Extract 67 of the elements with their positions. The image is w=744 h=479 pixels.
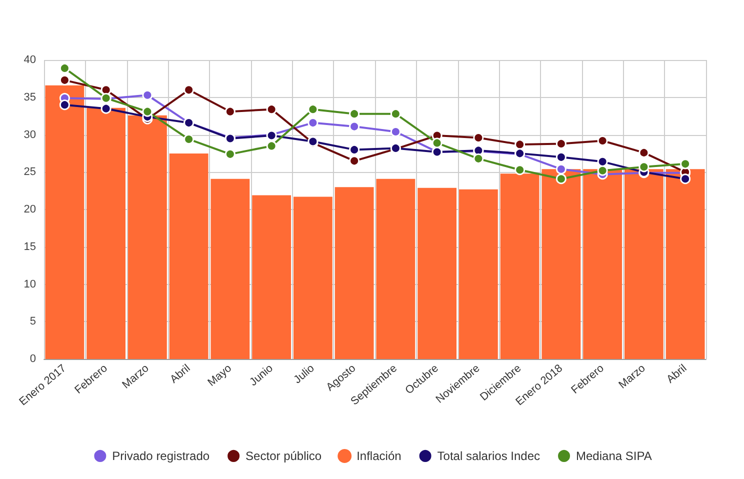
point (224, 106, 236, 117)
y-tick-label: 20 (24, 204, 36, 216)
bar (334, 187, 374, 359)
point (308, 104, 318, 115)
bar (86, 108, 126, 359)
point (638, 147, 650, 158)
y-tick-label: 5 (30, 316, 36, 328)
bar (293, 196, 332, 359)
point (680, 174, 691, 184)
point (597, 156, 608, 167)
bar (45, 85, 84, 359)
point (597, 165, 608, 176)
bar (210, 178, 250, 359)
point (142, 90, 153, 100)
y-tick-label: 0 (30, 353, 36, 365)
point (597, 135, 608, 146)
legend-label: Privado registrado (112, 449, 210, 463)
point (473, 153, 484, 164)
point (59, 100, 70, 110)
point (224, 148, 236, 160)
legend-label: Total salarios Indec (437, 449, 540, 463)
point (59, 74, 70, 86)
bar (376, 178, 416, 359)
point (556, 174, 566, 184)
y-tick-label: 40 (24, 54, 36, 66)
y-tick-label: 35 (24, 91, 36, 104)
point (514, 164, 526, 176)
y-tick-label: 30 (24, 128, 36, 141)
legend-label: Mediana SIPA (576, 449, 652, 463)
point (184, 134, 194, 144)
x-tick-label: Julio (292, 362, 317, 386)
point (556, 152, 566, 162)
point (266, 140, 277, 152)
bar (542, 169, 581, 359)
point (100, 103, 112, 114)
bar (169, 153, 208, 359)
point (100, 84, 112, 96)
y-tick-label: 15 (24, 240, 36, 253)
bar (666, 169, 705, 359)
point (142, 106, 153, 117)
point (266, 104, 277, 115)
point (638, 162, 650, 172)
legend-label: Sector público (246, 449, 322, 463)
point (390, 108, 401, 120)
point (556, 138, 566, 149)
point (432, 138, 442, 148)
bar (128, 115, 167, 359)
point (349, 156, 360, 166)
bar (418, 188, 457, 359)
bar (252, 195, 292, 359)
bar (624, 169, 664, 359)
point (349, 144, 360, 155)
point (59, 62, 70, 74)
point (184, 84, 194, 96)
legend-label: Inflación (356, 449, 402, 463)
point (308, 118, 318, 128)
point (349, 121, 360, 132)
point (556, 164, 566, 174)
point (390, 126, 401, 138)
bar (583, 169, 622, 359)
y-tick-label: 10 (24, 278, 36, 290)
bar (458, 189, 498, 359)
y-tick-label: 25 (24, 166, 36, 178)
point (514, 139, 526, 150)
point (349, 108, 360, 120)
bar (500, 174, 540, 359)
point (680, 158, 691, 170)
